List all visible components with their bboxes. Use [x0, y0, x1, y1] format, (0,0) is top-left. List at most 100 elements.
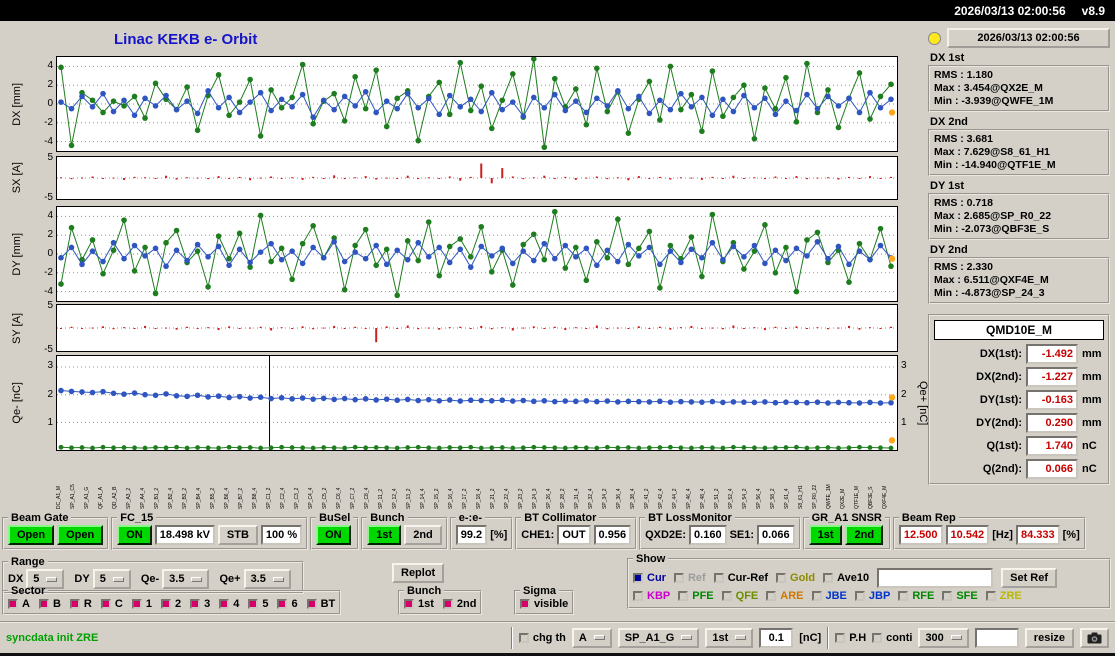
dx-axis-ticks: 4 2 0 -2 -4: [44, 59, 53, 148]
bpm-name-label: SP_56_4: [756, 488, 762, 509]
threshold-input[interactable]: 0.1: [759, 627, 794, 648]
sector-checkbox[interactable]: R: [69, 598, 92, 610]
fc15-stb-button[interactable]: STB: [217, 525, 258, 545]
show-option-checkbox[interactable]: Gold: [776, 572, 815, 584]
bunch-bottom-group: Bunch 1st 2nd: [398, 585, 483, 615]
sector-checkbox[interactable]: C: [100, 598, 123, 610]
bpm-name-label: SP_B2_4: [168, 487, 174, 509]
bpm-name-label: SP_61_4: [784, 488, 790, 509]
range-select[interactable]: 5: [26, 569, 65, 589]
beamline-option-checkbox[interactable]: SFE: [942, 590, 978, 602]
beamline-option-checkbox[interactable]: QFE: [721, 590, 758, 602]
sector-group: Sector A B R C 1 2 3: [2, 585, 342, 615]
fc15-on-button[interactable]: ON: [117, 525, 152, 545]
bpm-name-label: SP_31_4: [574, 488, 580, 509]
beamline-option-checkbox[interactable]: JBE: [811, 590, 847, 602]
beamline-option-checkbox[interactable]: PFE: [678, 590, 714, 602]
bpm-name-label: SP_B3_2: [182, 487, 188, 509]
show-option-checkbox[interactable]: Ave10: [823, 572, 869, 584]
gr-snsr-2nd-button[interactable]: 2nd: [845, 525, 884, 545]
blank-input[interactable]: [974, 627, 1019, 648]
conti-checkbox[interactable]: conti: [872, 632, 912, 644]
device-select[interactable]: SP_A1_G: [617, 627, 700, 648]
bt-lossmonitor-group: BT LossMonitor QXD2E: 0.160 SE1: 0.066: [639, 512, 801, 550]
sector-select[interactable]: A: [571, 627, 612, 648]
range-select[interactable]: 3.5: [243, 569, 291, 589]
bunch-select[interactable]: 1st: [705, 627, 754, 648]
dropdown-ridge-icon: [681, 635, 693, 640]
sector-checkbox[interactable]: B: [38, 598, 61, 610]
sector-checkbox[interactable]: 4: [219, 598, 239, 610]
bpm-name-label: SP_42_4: [658, 488, 664, 509]
checkbox-indicator-icon: [721, 591, 732, 601]
sx-plot: [56, 156, 898, 200]
set-ref-button[interactable]: Set Ref: [1001, 568, 1058, 588]
bunch-checkbox[interactable]: 1st: [404, 598, 434, 610]
sigma-group: Sigma visible: [514, 585, 575, 615]
timestamp-box: 2026/03/13 02:00:56: [947, 28, 1110, 48]
bpm-name-label: SP_C7_2: [350, 487, 356, 509]
bpm-name-label: SP_41_2: [644, 488, 650, 509]
bpm-name-label: SP_22_4: [504, 488, 510, 509]
spacer: [898, 304, 932, 352]
bpm-name-label: SP_A4_4: [140, 487, 146, 509]
sector-checkbox[interactable]: 6: [277, 598, 298, 610]
beamline-option-checkbox[interactable]: KBP: [633, 590, 670, 602]
beamline-option-checkbox[interactable]: ARE: [766, 590, 804, 602]
threshold-unit: [nC]: [799, 631, 822, 644]
min-line: Min : -2.073@QBF3E_S: [934, 223, 1050, 235]
bpm-name-label: SP_15_2: [434, 488, 440, 509]
bpm-name-label: SP_C4_4: [308, 487, 314, 509]
busel-on-button[interactable]: ON: [316, 525, 351, 545]
sector-checkbox[interactable]: 5: [248, 598, 268, 610]
gr-snsr-1st-button[interactable]: 1st: [808, 525, 843, 545]
checkbox-indicator-icon: [942, 591, 953, 601]
charge-plot: [56, 355, 898, 451]
beam-gate-open-1-button[interactable]: Open: [8, 525, 55, 545]
beam-gate-open-2-button[interactable]: Open: [57, 525, 104, 545]
sy-chart-row: SY [A] 5 -5: [8, 300, 932, 355]
bpm-name-label: QBF3E_S: [868, 486, 874, 509]
ph-checkbox[interactable]: P.H: [835, 632, 866, 644]
sector-checkbox[interactable]: 3: [190, 598, 210, 610]
resize-button[interactable]: resize: [1024, 627, 1074, 648]
window-titlebar: 2026/03/13 02:00:56 v8.9: [0, 0, 1115, 21]
sector-checkbox[interactable]: A: [8, 598, 30, 610]
show-option-checkbox[interactable]: Cur: [633, 572, 666, 584]
bunch-checkbox[interactable]: 2nd: [442, 598, 476, 610]
interval-select[interactable]: 300: [918, 627, 969, 648]
checkbox-indicator-icon: [8, 599, 18, 609]
sx-chart-row: SX [A] 5 -5: [8, 152, 932, 203]
bpm-name-axis: DC_A1_M SP_A1_C5 SP_A1_G QF_A1_A QD_A2_B SP_A…: [56, 453, 898, 511]
range-select[interactable]: 3.5: [162, 569, 210, 589]
checkbox-indicator-icon: [160, 599, 171, 609]
monitor-row: Q(1st): 1.740 nC: [934, 436, 1104, 456]
show-option-checkbox[interactable]: Cur-Ref: [713, 572, 768, 584]
bpm-name-label: SP_C2_4: [280, 487, 286, 509]
bunch-2nd-button[interactable]: 2nd: [404, 525, 442, 545]
bunch-1st-button[interactable]: 1st: [367, 525, 402, 545]
chg-th-checkbox[interactable]: chg th: [518, 632, 566, 644]
beam-rep-percent-unit: [%]: [1062, 529, 1080, 541]
checkbox-indicator-icon: [442, 599, 453, 609]
right-panel: 2026/03/13 02:00:56 DX 1st RMS : 1.180 M…: [928, 28, 1110, 485]
rms-line: RMS : 0.718: [934, 197, 993, 209]
range-select[interactable]: 5: [92, 569, 131, 589]
sigma-visible-checkbox[interactable]: visible: [520, 598, 568, 610]
sy-plot: [56, 304, 898, 352]
checkbox-indicator-icon: [673, 573, 684, 583]
checkbox-indicator-icon: [131, 599, 142, 609]
screenshot-button[interactable]: [1080, 627, 1109, 648]
replot-button[interactable]: Replot: [392, 563, 445, 583]
dx-chart-row: DX [mm] 4 2 0 -2 -4: [8, 56, 932, 152]
beamline-option-checkbox[interactable]: RFE: [898, 590, 934, 602]
show-option-checkbox[interactable]: Ref: [673, 572, 706, 584]
sector-checkbox[interactable]: BT: [306, 598, 335, 610]
set-ref-input[interactable]: [877, 568, 994, 588]
sector-checkbox[interactable]: 2: [160, 598, 181, 610]
monitor-row: DX(1st): -1.492 mm: [934, 344, 1104, 364]
beamline-option-checkbox[interactable]: JBP: [854, 590, 890, 602]
bpm-name-label: SP_21_2: [490, 488, 496, 509]
beamline-option-checkbox[interactable]: ZRE: [985, 590, 1022, 602]
sector-checkbox[interactable]: 1: [131, 598, 152, 610]
